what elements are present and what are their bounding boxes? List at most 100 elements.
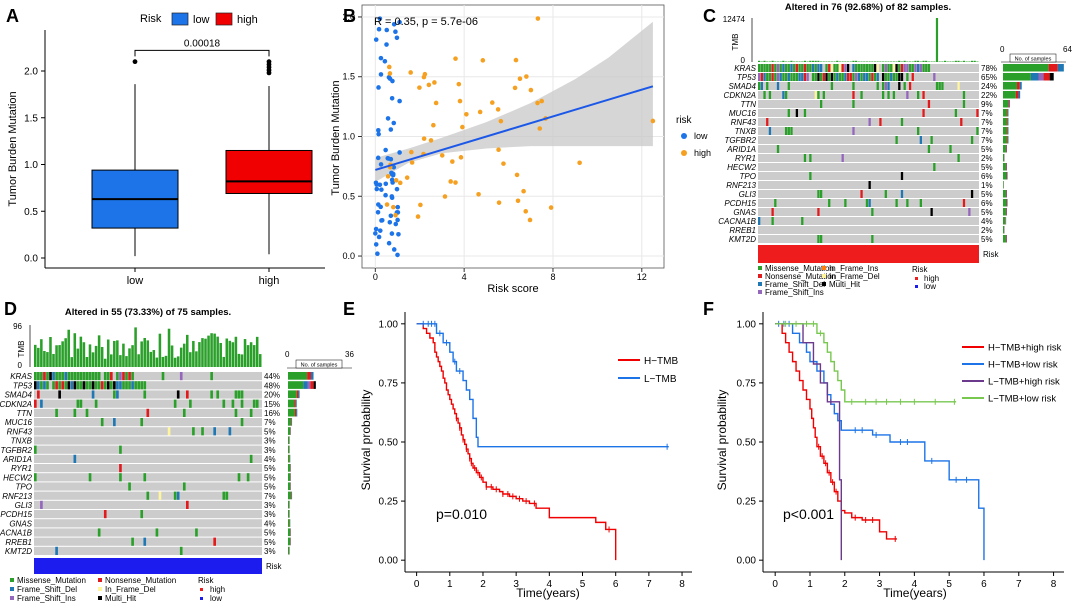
panel-b-point-high (385, 174, 391, 179)
panel-b-point-low (388, 127, 394, 132)
c-gene-bar-segment (1003, 190, 1006, 198)
d-tmb-bar (195, 351, 198, 367)
c-mutation-cell (784, 64, 788, 72)
c-gene-label: GLI3 (739, 190, 757, 199)
c-mutation-cell (949, 145, 952, 153)
c-row-bg (758, 136, 979, 144)
c-gene-pct: 6% (981, 172, 993, 181)
c-tmb-bar (895, 61, 898, 62)
d-mutation-cell (140, 381, 144, 390)
c-gene-bar-segment (1057, 64, 1064, 72)
d-gene-bar-segment (288, 408, 295, 417)
c-mutation-cell (809, 154, 812, 162)
d-gene-bar-segment (313, 381, 316, 389)
d-gene-bar-segment (288, 473, 291, 481)
d-gene-bar-segment (307, 381, 311, 389)
c-mutation-cell (817, 73, 820, 81)
f-curve (775, 323, 957, 403)
panel-d-risk-high-swatch (200, 588, 203, 591)
c-mutation-cell (887, 73, 890, 81)
d-mutation-cell (173, 491, 177, 500)
panel-a-x-tick-label: low (127, 275, 144, 287)
c-mutation-cell (868, 64, 871, 72)
d-mutation-cell (88, 381, 92, 390)
d-tmb-bar (210, 333, 213, 367)
panel-a-y-ticks: 0.0 0.5 1.0 1.5 2.0 (24, 67, 45, 265)
d-tmb-bar (155, 357, 159, 367)
d-tmb-bar (100, 347, 104, 367)
panel-b-point-low (373, 231, 378, 236)
panel-e-legend-htmb: H−TMB (644, 356, 679, 367)
d-gene-label: TGFBR2 (0, 446, 32, 455)
d-tmb-bar (73, 333, 77, 367)
d-gene-bar-segment (288, 491, 292, 500)
d-mutation-cell (125, 381, 128, 390)
panel-b-x-tick-label: 4 (462, 272, 467, 282)
c-gene-pct: 6% (981, 199, 993, 208)
c-gene-label: PCDH15 (724, 199, 756, 208)
c-gene-bar-segment (1017, 82, 1020, 90)
d-mutation-cell (79, 399, 83, 408)
c-mutation-cell (879, 118, 882, 126)
d-mutation-cell (70, 372, 74, 381)
d-mutation-cell (237, 473, 241, 482)
c-mutation-cell (803, 64, 807, 72)
f-x-tick-label: 4 (912, 579, 918, 590)
panel-c-oncoprint (758, 64, 979, 243)
d-tmb-bar (113, 340, 116, 367)
d-gene-bar-segment (288, 454, 290, 463)
d-gene-pct: 4% (264, 519, 276, 528)
d-tmb-bar (231, 342, 235, 367)
c-gene-label: HECW2 (727, 163, 756, 172)
c-mutation-cell (941, 82, 944, 90)
d-row-bg (34, 454, 262, 463)
panel-b-point-high (439, 153, 445, 158)
d-gene-label: CDKN2A (0, 400, 32, 409)
panel-b-point-high (404, 175, 410, 180)
d-mutation-cell (100, 381, 104, 390)
panel-b-point-high (521, 188, 526, 194)
panel-b-point-high (539, 98, 545, 104)
c-gene-label: CACNA1B (718, 217, 756, 226)
c-mutation-cell (884, 73, 887, 81)
panel-f-legend-label: L−TMB+high risk (988, 377, 1060, 388)
c-mutation-cell (935, 82, 939, 90)
panel-d-legend-label: Multi_Hit (105, 594, 137, 603)
panel-b-point-low (387, 76, 393, 81)
c-gene-label: SMAD4 (728, 82, 756, 91)
d-mutation-cell (143, 473, 147, 482)
e-curve (416, 323, 617, 561)
d-gene-pct: 7% (264, 492, 276, 501)
d-gene-bar-segment (288, 445, 290, 454)
d-mutation-cell (97, 381, 101, 390)
c-mutation-cell (779, 64, 782, 72)
panel-c-risk-low-label: low (924, 282, 936, 291)
d-gene-bar-segment (310, 372, 314, 380)
d-mutation-cell (240, 418, 244, 427)
e-x-tick-label: 3 (513, 579, 519, 590)
c-gene-label: TGFBR2 (724, 136, 756, 145)
c-mutation-cell (825, 64, 828, 72)
f-curve (775, 323, 897, 540)
c-mutation-cell (876, 64, 879, 72)
c-gene-bar-segment (1003, 91, 1016, 99)
c-tmb-bar (930, 61, 933, 62)
c-mutation-cell (860, 91, 863, 99)
c-mutation-cell (822, 91, 825, 99)
c-mutation-cell (881, 73, 885, 81)
c-mutation-cell (787, 109, 790, 117)
d-mutation-cell (34, 372, 37, 381)
c-mutation-cell (814, 91, 817, 99)
d-tmb-bar (228, 340, 232, 367)
panel-b-point-high (498, 118, 504, 124)
d-mutation-cell (128, 372, 131, 381)
c-mutation-cell (860, 64, 863, 72)
d-tmb-bar (149, 351, 153, 367)
d-gene-label: ARID1A (2, 455, 32, 464)
c-gene-label: RNF43 (731, 118, 757, 127)
c-tmb-bar (898, 60, 901, 62)
c-gene-label: CDKN2A (724, 91, 756, 100)
d-mutation-cell (37, 390, 40, 399)
c-mutation-cell (811, 73, 815, 81)
panel-c-risk-label: Risk (983, 250, 1000, 259)
